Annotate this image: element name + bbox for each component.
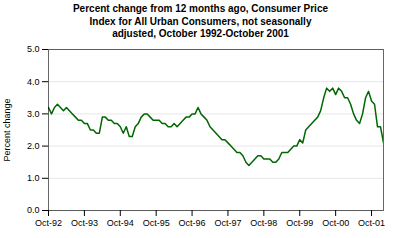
svg-text:Oct-96: Oct-96 — [179, 217, 206, 227]
svg-text:Oct-97: Oct-97 — [214, 217, 241, 227]
svg-text:Oct-92: Oct-92 — [35, 217, 62, 227]
svg-text:Oct-93: Oct-93 — [71, 217, 98, 227]
svg-text:Oct-98: Oct-98 — [250, 217, 277, 227]
svg-text:0.0: 0.0 — [27, 205, 40, 215]
svg-text:Oct-94: Oct-94 — [107, 217, 134, 227]
svg-text:4.0: 4.0 — [27, 76, 40, 86]
svg-text:Oct-00: Oct-00 — [322, 217, 349, 227]
svg-text:3.0: 3.0 — [27, 108, 40, 118]
svg-text:2.0: 2.0 — [27, 140, 40, 150]
svg-text:Oct-95: Oct-95 — [143, 217, 170, 227]
svg-text:Oct-99: Oct-99 — [286, 217, 313, 227]
svg-text:1.0: 1.0 — [27, 173, 40, 183]
svg-text:5.0: 5.0 — [27, 44, 40, 54]
svg-text:Percent change: Percent change — [2, 98, 12, 161]
svg-text:Oct-01: Oct-01 — [358, 217, 385, 227]
html-text:Percent change from 12 months: Percent change from 12 months ago, Consu… — [73, 3, 328, 39]
